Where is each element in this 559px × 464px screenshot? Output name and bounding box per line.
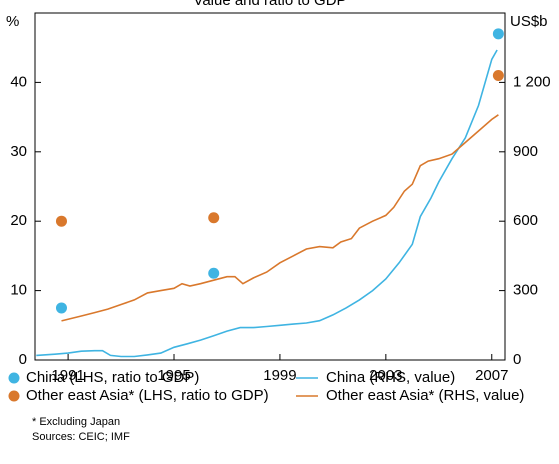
y-tick-label: 20 <box>10 212 27 229</box>
y2-tick-label: 300 <box>513 282 538 299</box>
legend-label: Other east Asia* (LHS, ratio to GDP) <box>26 387 269 404</box>
scatter-point <box>55 302 67 314</box>
y-tick-label: 40 <box>10 73 27 90</box>
y2-tick-label: 0 <box>513 351 521 368</box>
y2-tick-label: 900 <box>513 143 538 160</box>
y-axis-label: % <box>6 13 19 30</box>
legend-label: China (LHS, ratio to GDP) <box>26 369 199 386</box>
y2-tick-label: 600 <box>513 212 538 229</box>
chart-title: Value and ratio to GDP <box>193 0 346 9</box>
legend-label: Other east Asia* (RHS, value) <box>326 387 524 404</box>
y2-axis-label: US$b <box>510 13 548 30</box>
legend-symbol <box>8 390 20 402</box>
scatter-point <box>208 212 220 224</box>
scatter-point <box>492 28 504 40</box>
line-series <box>61 114 499 322</box>
plot-frame <box>34 12 506 361</box>
x-tick-label: 2003 <box>369 367 402 384</box>
x-tick-label: 2007 <box>475 367 508 384</box>
scatter-point <box>492 69 504 81</box>
x-tick-label: 1991 <box>51 367 84 384</box>
x-tick-label: 1999 <box>263 367 296 384</box>
y2-tick-label: 1 200 <box>513 73 551 90</box>
y-tick-label: 0 <box>19 351 27 368</box>
legend-symbol <box>8 372 20 384</box>
y-tick-label: 10 <box>10 282 27 299</box>
legend-label: China (RHS, value) <box>326 369 455 386</box>
y-tick-label: 30 <box>10 143 27 160</box>
footnote: Sources: CEIC; IMF <box>32 431 130 443</box>
x-tick-label: 1995 <box>157 367 190 384</box>
scatter-point <box>208 267 220 279</box>
footnote: * Excluding Japan <box>32 416 120 428</box>
scatter-point <box>55 215 67 227</box>
line-series <box>36 49 498 358</box>
